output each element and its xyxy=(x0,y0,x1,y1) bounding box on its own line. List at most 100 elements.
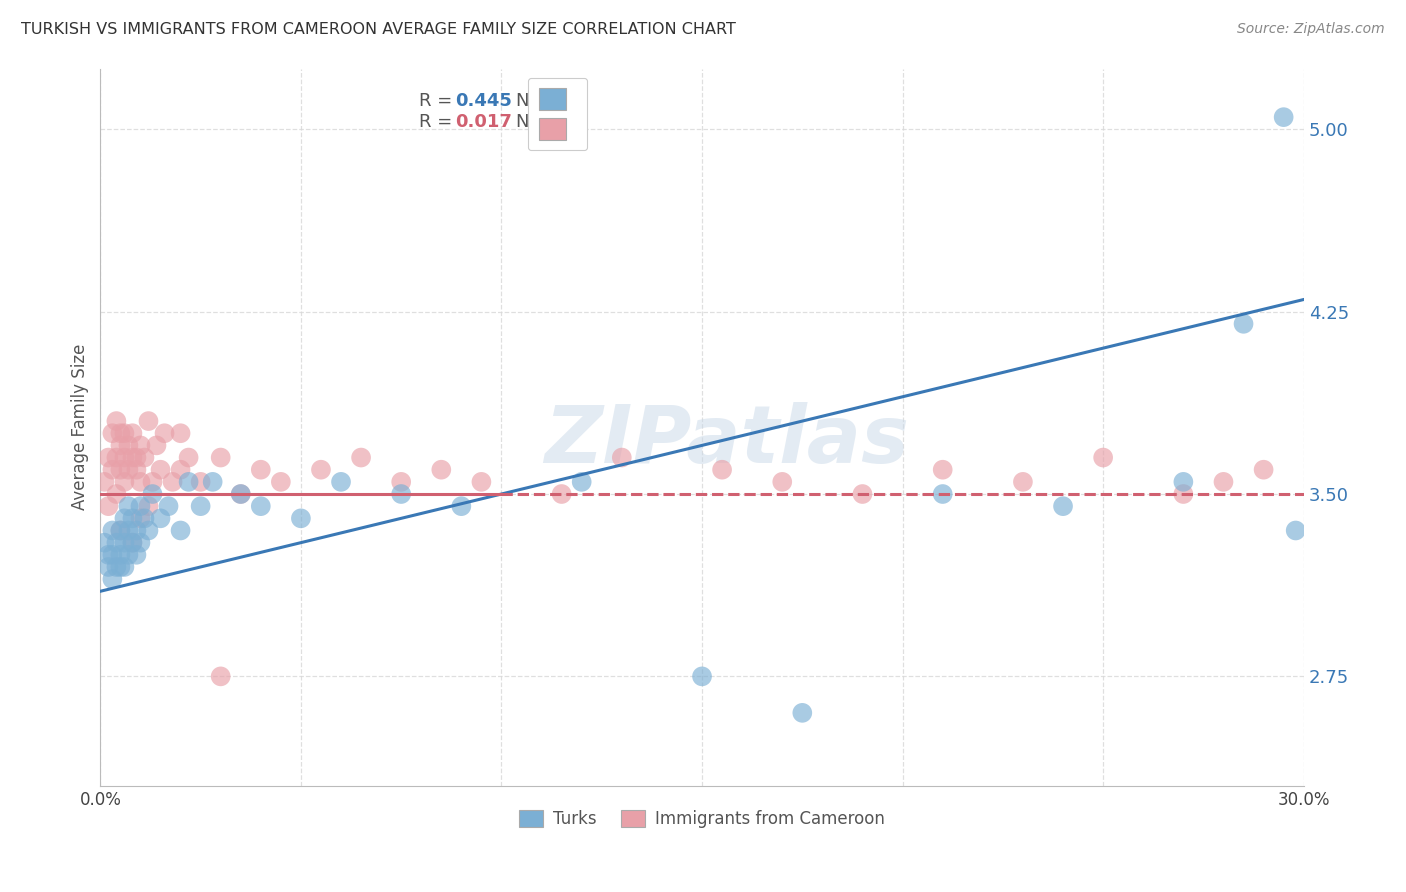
Point xyxy=(141,487,163,501)
Text: R =: R = xyxy=(419,92,453,110)
Point xyxy=(121,535,143,549)
Point xyxy=(153,426,176,441)
Point xyxy=(149,511,172,525)
Point xyxy=(97,450,120,465)
Point xyxy=(117,524,139,538)
Point xyxy=(1012,475,1035,489)
Point xyxy=(112,535,135,549)
Point xyxy=(110,524,132,538)
Point xyxy=(330,475,353,489)
Point xyxy=(711,463,734,477)
Text: N =: N = xyxy=(516,92,550,110)
Point xyxy=(110,560,132,574)
Point xyxy=(931,463,953,477)
Text: TURKISH VS IMMIGRANTS FROM CAMEROON AVERAGE FAMILY SIZE CORRELATION CHART: TURKISH VS IMMIGRANTS FROM CAMEROON AVER… xyxy=(21,22,735,37)
Point xyxy=(110,463,132,477)
Text: ZIPatlas: ZIPatlas xyxy=(544,402,908,481)
Point xyxy=(550,487,572,501)
Point xyxy=(770,475,793,489)
Point xyxy=(190,475,212,489)
Text: 47: 47 xyxy=(546,92,571,110)
Point xyxy=(1253,463,1275,477)
Point xyxy=(1173,475,1195,489)
Point xyxy=(389,487,412,501)
Point xyxy=(1212,475,1234,489)
Point xyxy=(1232,317,1254,331)
Point xyxy=(792,706,814,720)
Point xyxy=(97,499,120,513)
Point xyxy=(125,524,148,538)
Point xyxy=(97,560,120,574)
Point xyxy=(129,511,152,525)
Point xyxy=(101,426,124,441)
Point xyxy=(121,535,143,549)
Text: 58: 58 xyxy=(546,113,571,131)
Text: R =: R = xyxy=(419,113,453,131)
Point xyxy=(1052,499,1074,513)
Text: 0.445: 0.445 xyxy=(456,92,512,110)
Point xyxy=(1092,450,1115,465)
Point xyxy=(249,463,271,477)
Y-axis label: Average Family Size: Average Family Size xyxy=(72,344,89,510)
Point xyxy=(134,450,156,465)
Point xyxy=(112,560,135,574)
Point xyxy=(97,548,120,562)
Point xyxy=(931,487,953,501)
Point xyxy=(117,438,139,452)
Point xyxy=(125,548,148,562)
Point xyxy=(690,669,713,683)
Point xyxy=(105,450,128,465)
Point xyxy=(129,438,152,452)
Point xyxy=(138,499,160,513)
Point xyxy=(169,463,191,477)
Point xyxy=(162,475,184,489)
Point xyxy=(112,475,135,489)
Point xyxy=(112,426,135,441)
Point xyxy=(610,450,633,465)
Point xyxy=(112,450,135,465)
Point xyxy=(117,499,139,513)
Legend: Turks, Immigrants from Cameroon: Turks, Immigrants from Cameroon xyxy=(513,804,891,835)
Point xyxy=(389,475,412,489)
Point xyxy=(110,548,132,562)
Point xyxy=(117,548,139,562)
Point xyxy=(110,524,132,538)
Point xyxy=(177,450,200,465)
Point xyxy=(101,463,124,477)
Point xyxy=(101,524,124,538)
Point xyxy=(229,487,252,501)
Point xyxy=(93,535,115,549)
Point xyxy=(169,524,191,538)
Point xyxy=(101,572,124,586)
Point xyxy=(270,475,292,489)
Point xyxy=(101,548,124,562)
Point xyxy=(1272,110,1295,124)
Point xyxy=(138,524,160,538)
Point xyxy=(229,487,252,501)
Point xyxy=(110,426,132,441)
Text: N =: N = xyxy=(516,113,550,131)
Point xyxy=(105,414,128,428)
Point xyxy=(470,475,492,489)
Point xyxy=(290,511,312,525)
Point xyxy=(125,463,148,477)
Point xyxy=(121,426,143,441)
Point xyxy=(209,669,232,683)
Point xyxy=(129,499,152,513)
Point xyxy=(177,475,200,489)
Point xyxy=(571,475,593,489)
Point xyxy=(129,475,152,489)
Point xyxy=(1173,487,1195,501)
Text: 0.017: 0.017 xyxy=(456,113,512,131)
Point xyxy=(169,426,191,441)
Point xyxy=(93,475,115,489)
Point xyxy=(430,463,453,477)
Point xyxy=(121,511,143,525)
Point xyxy=(450,499,472,513)
Point xyxy=(209,450,232,465)
Point xyxy=(141,475,163,489)
Point xyxy=(157,499,180,513)
Point xyxy=(121,450,143,465)
Point xyxy=(105,487,128,501)
Point xyxy=(110,438,132,452)
